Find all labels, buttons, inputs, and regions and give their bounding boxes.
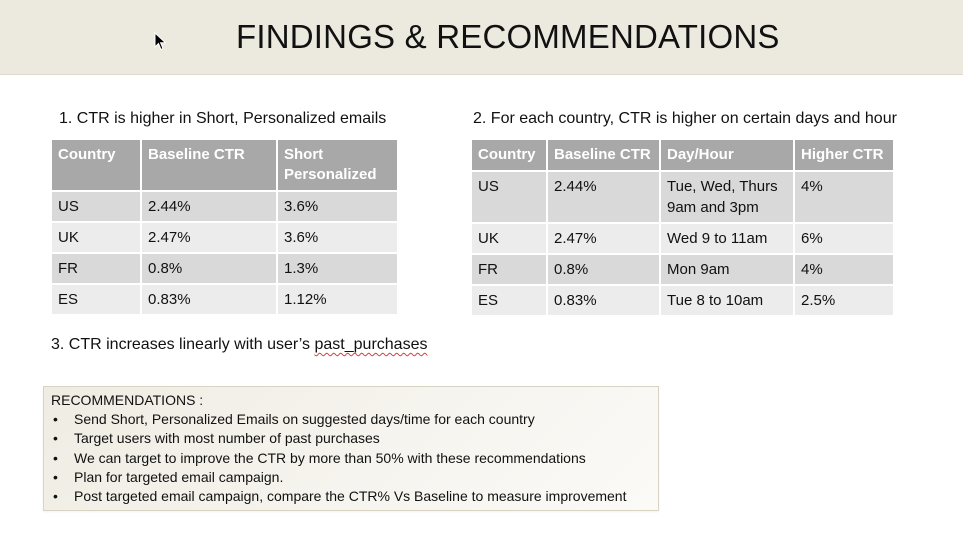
column-header-baseline-ctr: Baseline CTR: [141, 140, 278, 191]
finding-3-heading-text: 3. CTR increases linearly with user’s: [51, 336, 315, 353]
cell-baseline-ctr: 0.83%: [141, 283, 278, 314]
cell-short-personalized: 3.6%: [277, 190, 397, 222]
finding-3-heading: 3. CTR increases linearly with user’s pa…: [51, 336, 427, 354]
cell-baseline-ctr: 2.47%: [141, 221, 278, 253]
recommendation-text: Target users with most number of past pu…: [74, 430, 380, 447]
table-row: UK 2.47% Wed 9 to 11am 6%: [472, 222, 893, 254]
bullet-icon: •: [53, 488, 58, 505]
table-header-row: Country Baseline CTR Day/Hour Higher CTR: [472, 140, 893, 171]
title-band: FINDINGS & RECOMMENDATIONS: [0, 0, 963, 75]
bullet-icon: •: [53, 430, 58, 447]
recommendation-text: Post targeted email campaign, compare th…: [74, 488, 627, 505]
bullet-icon: •: [53, 468, 58, 485]
cell-country: UK: [52, 221, 142, 253]
cell-baseline-ctr: 2.44%: [547, 170, 661, 223]
recommendation-text: Plan for targeted email campaign.: [74, 468, 284, 485]
table-row: US 2.44% 3.6%: [52, 190, 397, 222]
table-header-row: Country Baseline CTR Short Personalized: [52, 140, 397, 191]
column-header-higher-ctr: Higher CTR: [794, 140, 893, 171]
bullet-icon: •: [53, 411, 58, 427]
cell-country: UK: [472, 222, 548, 254]
cell-country: FR: [472, 253, 548, 285]
page-title: FINDINGS & RECOMMENDATIONS: [236, 18, 780, 55]
cell-day-hour: Tue, Wed, Thurs 9am and 3pm: [660, 170, 795, 223]
recommendation-text: We can target to improve the CTR by more…: [74, 449, 586, 466]
cell-day-hour: Mon 9am: [660, 253, 795, 285]
column-header-baseline-ctr: Baseline CTR: [547, 140, 661, 171]
column-header-day-hour: Day/Hour: [660, 140, 795, 171]
cell-higher-ctr: 4%: [794, 170, 893, 223]
cell-higher-ctr: 2.5%: [794, 284, 893, 315]
cell-country: ES: [472, 284, 548, 315]
cell-day-hour: Wed 9 to 11am: [660, 222, 795, 254]
table-row: UK 2.47% 3.6%: [52, 221, 397, 253]
finding-2-heading: 2. For each country, CTR is higher on ce…: [473, 110, 897, 127]
cell-day-hour: Tue 8 to 10am: [660, 284, 795, 315]
cell-baseline-ctr: 0.83%: [547, 284, 661, 315]
table-row: ES 0.83% Tue 8 to 10am 2.5%: [472, 284, 893, 315]
column-header-country: Country: [472, 140, 548, 171]
cell-baseline-ctr: 0.8%: [141, 252, 278, 284]
table-row: US 2.44% Tue, Wed, Thurs 9am and 3pm 4%: [472, 170, 893, 223]
cell-baseline-ctr: 2.44%: [141, 190, 278, 222]
finding-1-heading: 1. CTR is higher in Short, Personalized …: [59, 110, 387, 127]
cell-short-personalized: 1.12%: [277, 283, 397, 314]
cell-short-personalized: 1.3%: [277, 252, 397, 284]
cell-country: FR: [52, 252, 142, 284]
cell-country: US: [52, 190, 142, 222]
cell-baseline-ctr: 0.8%: [547, 253, 661, 285]
column-header-country: Country: [52, 140, 142, 191]
cell-higher-ctr: 4%: [794, 253, 893, 285]
table-row: ES 0.83% 1.12%: [52, 283, 397, 314]
mouse-pointer-icon: [154, 32, 167, 51]
table-row: FR 0.8% Mon 9am 4%: [472, 253, 893, 285]
bullet-icon: •: [53, 449, 58, 466]
past-purchases-term: past_purchases: [314, 336, 428, 353]
finding-2-table: Country Baseline CTR Day/Hour Higher CTR…: [472, 140, 893, 315]
cell-baseline-ctr: 2.47%: [547, 222, 661, 254]
cell-country: ES: [52, 283, 142, 314]
recommendations-box: RECOMMENDATIONS : • Send Short, Personali…: [43, 386, 659, 511]
recommendation-text: Send Short, Personalized Emails on sugge…: [74, 411, 535, 427]
column-header-short-personalized: Short Personalized: [277, 140, 397, 191]
cell-short-personalized: 3.6%: [277, 221, 397, 253]
recommendations-title: RECOMMENDATIONS :: [51, 392, 204, 408]
cell-country: US: [472, 170, 548, 223]
table-row: FR 0.8% 1.3%: [52, 252, 397, 284]
finding-1-table: Country Baseline CTR Short Personalized …: [52, 140, 397, 314]
cell-higher-ctr: 6%: [794, 222, 893, 254]
